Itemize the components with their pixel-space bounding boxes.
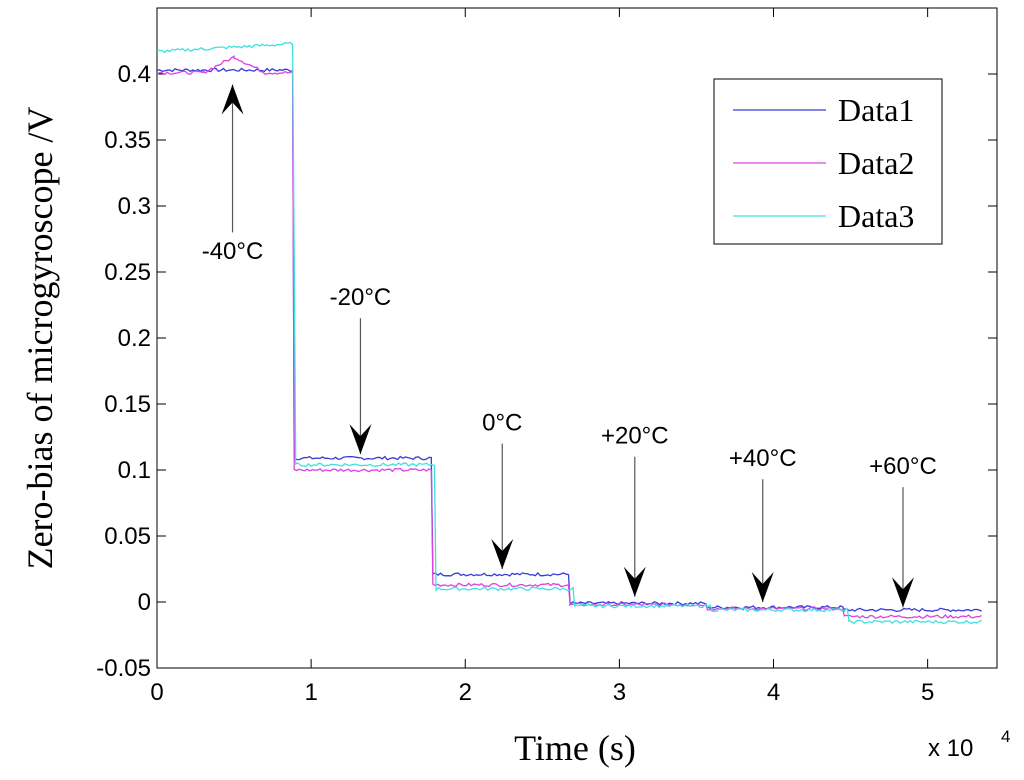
y-tick-label: 0.4 [118,61,151,88]
x-tick-label: 1 [304,679,317,706]
x-multiplier: x 10 [928,735,973,762]
y-tick-label: 0.2 [118,325,151,352]
x-tick-label: 5 [921,679,934,706]
annotation-arrowhead [623,566,646,597]
y-tick-label: 0.35 [104,127,151,154]
annotation-arrowhead [349,424,372,455]
y-tick-label: 0 [138,589,151,616]
annotation-arrowhead [221,84,244,115]
legend: Data1 Data2 Data3 [713,78,943,245]
series-line-data3 [156,41,982,625]
y-tick-label: 0.25 [104,259,151,286]
y-tick-label: 0.15 [104,391,151,418]
y-tick-label: 0.05 [104,523,151,550]
y-axis-title: Zero-bias of microgyroscope /V [20,107,60,570]
annotation-arrowhead [751,572,774,602]
x-tick-label: 2 [459,679,472,706]
legend-label: Data2 [838,145,914,181]
legend-label: Data3 [838,198,914,234]
y-tick-label: -0.05 [96,655,151,682]
annotation-arrowhead [891,577,914,608]
annotation-label: -40°C [202,238,264,265]
annotation-label: +40°C [729,445,797,472]
x-multiplier-exponent: 4 [1001,727,1010,746]
annotation-label: -20°C [330,284,392,311]
annotation-arrowhead [491,539,514,569]
y-tick-label: 0.3 [118,193,151,220]
legend-label: Data1 [838,92,914,128]
annotation-label: +20°C [601,423,669,450]
series-layer [156,41,982,625]
annotation-label: +60°C [869,453,937,480]
annotations-layer: -40°C -20°C 0°C +20°C +40°C +60°C [202,84,937,608]
annotation-label: 0°C [482,409,522,436]
x-tick-label: 0 [150,679,163,706]
x-tick-label: 4 [767,679,780,706]
x-tick-label: 3 [613,679,626,706]
y-tick-label: 0.1 [118,457,151,484]
x-axis-title: Time (s) [514,728,636,768]
